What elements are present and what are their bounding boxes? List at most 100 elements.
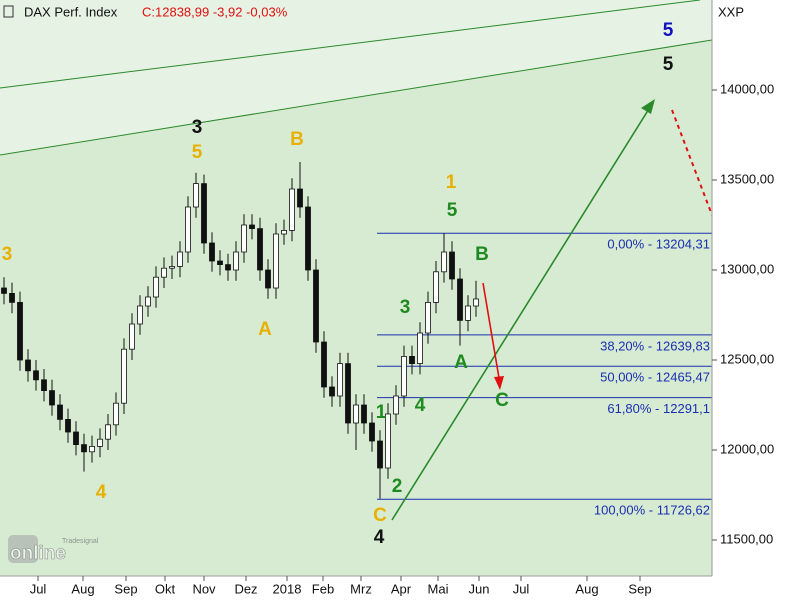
candle-body [369, 422, 375, 442]
candle-body [17, 301, 23, 361]
wave-label: 3 [192, 117, 203, 138]
candle-body [225, 264, 231, 271]
wave-label: 4 [96, 482, 107, 503]
wave-label: 5 [663, 20, 674, 41]
x-tick-label: Sep [114, 581, 137, 596]
projection-dashed [671, 109, 713, 216]
projection-arrow [391, 103, 653, 521]
candle-body [417, 332, 423, 365]
candle-body [473, 298, 479, 307]
x-tick-label: Aug [71, 581, 94, 596]
y-tick-label: 12000,00 [720, 441, 774, 456]
candle-body [25, 359, 31, 372]
candle-body [433, 271, 439, 303]
wave-label: 1 [446, 172, 457, 193]
candle-body [177, 251, 183, 267]
arrow-head [494, 376, 504, 390]
candle-body [169, 265, 175, 269]
candle-body [153, 276, 159, 298]
wave-label: 3 [400, 297, 411, 318]
axis-panel [0, 576, 712, 600]
x-tick-label: Jul [30, 581, 47, 596]
wave-label: C [495, 390, 509, 411]
candle-body [329, 386, 335, 397]
y-tick-label: 14000,00 [720, 81, 774, 96]
candle-body [193, 183, 199, 208]
wave-label: 5 [192, 142, 203, 163]
candle-body [305, 206, 311, 271]
candle-body [217, 260, 223, 265]
x-tick-label: 2018 [273, 581, 302, 596]
candle-body [201, 183, 207, 244]
candle-body [1, 287, 7, 294]
candle-body [289, 188, 295, 231]
candle-body [97, 438, 103, 447]
candle-body [401, 355, 407, 397]
x-tick-label: Aug [575, 581, 598, 596]
candle-body [257, 228, 263, 271]
x-tick-label: Nov [192, 581, 216, 596]
candle-body [129, 323, 135, 350]
icon[interactable] [3, 5, 14, 18]
candle-body [321, 341, 327, 388]
candle-body [457, 278, 463, 321]
candle-body [113, 402, 119, 426]
y-tick-label: 11500,00 [720, 531, 773, 546]
candle-body [81, 444, 87, 453]
candle-body [465, 305, 471, 321]
candle-body [65, 418, 71, 433]
candle-body [337, 363, 343, 397]
channel-line [0, 39, 713, 156]
x-tick-label: Okt [155, 581, 176, 596]
logo-name: online [10, 543, 66, 564]
y-tick-label: 12500,00 [720, 351, 774, 366]
x-tick-label: Mai [428, 581, 449, 596]
candle-body [249, 224, 255, 229]
channel-line [0, 0, 701, 89]
candle-body [345, 363, 351, 424]
candle-body [33, 370, 39, 381]
candle-body [57, 404, 63, 420]
candle-body [297, 188, 303, 208]
wave-label: 5 [663, 54, 674, 75]
fib-label: 50,00% - 12465,47 [600, 370, 710, 385]
wave-label: 4 [415, 395, 426, 416]
x-tick-label: Jul [513, 581, 530, 596]
axis-label: XXP [718, 4, 744, 19]
candle-body [313, 269, 319, 343]
x-tick-label: Feb [312, 581, 334, 596]
wave-label: B [290, 129, 304, 150]
wave-label: 5 [447, 200, 458, 221]
wave-label: B [475, 244, 489, 265]
candle-body [449, 251, 455, 280]
candle-body [161, 267, 167, 278]
candle-body [377, 440, 383, 469]
candle-body [409, 355, 415, 364]
fib-label: 61,80% - 12291,1 [607, 401, 710, 416]
wave-label: A [454, 352, 468, 373]
wave-label: 2 [392, 476, 403, 497]
candle-body [89, 445, 95, 453]
logo-brand: Tradesignal [62, 538, 99, 545]
candle-body [425, 301, 431, 334]
candle-body [137, 305, 143, 325]
candle-body [273, 233, 279, 289]
wave-label: 1 [376, 402, 387, 423]
candle-body [233, 251, 239, 271]
axis-panel [712, 0, 800, 600]
channel-area [0, 0, 712, 155]
candle-body [281, 229, 287, 235]
wave-label: 4 [374, 527, 385, 548]
arrow-head [641, 99, 655, 114]
candle-body [209, 242, 215, 262]
x-tick-label: Dez [234, 581, 257, 596]
wave-label: C [373, 505, 387, 526]
candle-body [441, 251, 447, 273]
candle-body [145, 296, 151, 307]
candle-body [105, 424, 111, 440]
candle-body [385, 413, 391, 469]
candle-body [121, 348, 127, 404]
chart-title: DAX Perf. Index [24, 4, 118, 19]
x-tick-label: Apr [391, 581, 412, 596]
